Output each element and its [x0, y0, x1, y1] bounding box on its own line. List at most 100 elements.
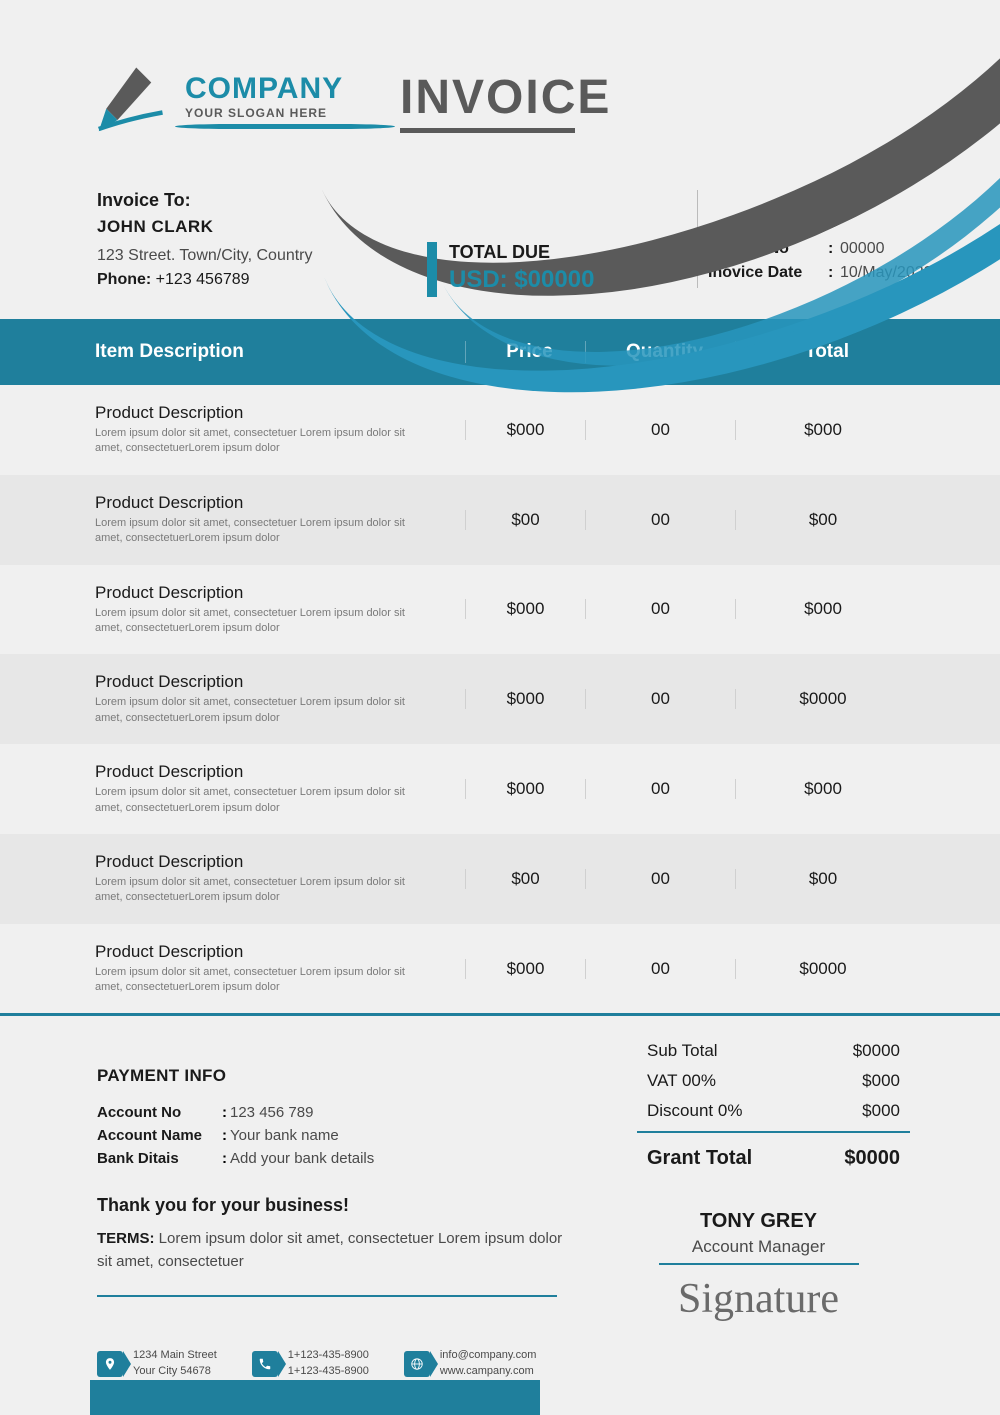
- item-total: $0000: [735, 689, 910, 709]
- table-row: Product Description Lorem ipsum dolor sit…: [0, 385, 1000, 475]
- email-line: info@company.com: [440, 1348, 537, 1363]
- table-row: Product Description Lorem ipsum dolor sit…: [0, 654, 1000, 744]
- item-price: $000: [465, 420, 585, 440]
- company-name: COMPANY: [185, 72, 395, 106]
- location-icon: [97, 1351, 123, 1377]
- header-price: Price: [465, 341, 585, 363]
- phone-line1: 1+123-435-8900: [288, 1348, 369, 1363]
- item-total: $00: [735, 869, 910, 889]
- item-title: Product Description: [95, 403, 465, 423]
- left-divider: [97, 1295, 557, 1297]
- item-qty: 00: [585, 689, 735, 709]
- phone-line2: 1+123-435-8900: [288, 1364, 369, 1379]
- signatory-role: Account Manager: [607, 1237, 910, 1257]
- subtotal-label: Sub Total: [647, 1041, 718, 1061]
- item-sub: Lorem ipsum dolor sit amet, consectetuer…: [95, 875, 425, 906]
- account-name: Your bank name: [230, 1127, 339, 1144]
- invoice-meta: Invoice No: 00000 Inovice Date: 10/May/2…: [697, 190, 933, 288]
- customer-address: 123 Street. Town/City, Country: [97, 247, 397, 265]
- invoice-to-label: Invoice To:: [97, 190, 397, 211]
- invoice-no-label: Invoice No: [708, 240, 828, 258]
- item-total: $000: [735, 779, 910, 799]
- item-total: $000: [735, 420, 910, 440]
- item-title: Product Description: [95, 942, 465, 962]
- contact-footer: 1234 Main StreetYour City 54678 1+123-43…: [0, 1333, 1000, 1379]
- item-total: $00: [735, 510, 910, 530]
- invoice-date-label: Inovice Date: [708, 264, 828, 282]
- title-underline: [400, 128, 575, 133]
- grand-total-value: $0000: [844, 1147, 900, 1170]
- item-qty: 00: [585, 599, 735, 619]
- item-qty: 00: [585, 869, 735, 889]
- customer-name: JOHN CLARK: [97, 217, 397, 237]
- item-price: $00: [465, 510, 585, 530]
- item-sub: Lorem ipsum dolor sit amet, consectetuer…: [95, 516, 425, 547]
- table-row: Product Description Lorem ipsum dolor sit…: [0, 744, 1000, 834]
- item-sub: Lorem ipsum dolor sit amet, consectetuer…: [95, 426, 425, 457]
- item-qty: 00: [585, 959, 735, 979]
- globe-icon: [404, 1351, 430, 1377]
- item-sub: Lorem ipsum dolor sit amet, consectetuer…: [95, 695, 425, 726]
- bank-label: Bank Ditais: [97, 1150, 222, 1167]
- item-price: $00: [465, 869, 585, 889]
- item-qty: 00: [585, 779, 735, 799]
- total-due-label: TOTAL DUE: [449, 242, 657, 263]
- slogan: YOUR SLOGAN HERE: [185, 106, 395, 120]
- invoice-title: INVOICE: [400, 70, 611, 125]
- item-total: $000: [735, 599, 910, 619]
- signatory-name: TONY GREY: [607, 1210, 910, 1233]
- account-no: 123 456 789: [230, 1104, 313, 1121]
- header-description: Item Description: [95, 341, 465, 363]
- header-total: Total: [735, 341, 910, 363]
- address-line2: Your City 54678: [133, 1364, 217, 1379]
- summary-divider: [637, 1131, 910, 1133]
- account-no-label: Account No: [97, 1104, 222, 1121]
- item-sub: Lorem ipsum dolor sit amet, consectetuer…: [95, 785, 425, 816]
- website-line: www.campany.com: [440, 1364, 537, 1379]
- payment-info-title: PAYMENT INFO: [97, 1066, 567, 1086]
- item-title: Product Description: [95, 762, 465, 782]
- total-due-amount: USD: $00000: [449, 266, 657, 294]
- item-qty: 00: [585, 510, 735, 530]
- discount-value: $000: [862, 1101, 900, 1121]
- pen-nib-icon: [95, 60, 170, 140]
- discount-label: Discount 0%: [647, 1101, 742, 1121]
- table-row: Product Description Lorem ipsum dolor sit…: [0, 834, 1000, 924]
- invoice-date: 10/May/2022: [840, 264, 933, 282]
- grand-total-label: Grant Total: [647, 1147, 752, 1170]
- terms-text: TERMS: Lorem ipsum dolor sit amet, conse…: [97, 1228, 567, 1273]
- vat-value: $000: [862, 1071, 900, 1091]
- item-title: Product Description: [95, 493, 465, 513]
- logo-underline: [175, 124, 395, 129]
- item-title: Product Description: [95, 672, 465, 692]
- signature-script: Signature: [607, 1275, 910, 1323]
- table-row: Product Description Lorem ipsum dolor sit…: [0, 475, 1000, 565]
- bill-to-block: Invoice To: JOHN CLARK 123 Street. Town/…: [97, 190, 397, 289]
- address-line1: 1234 Main Street: [133, 1348, 217, 1363]
- item-price: $000: [465, 959, 585, 979]
- account-name-label: Account Name: [97, 1127, 222, 1144]
- customer-phone: Phone: +123 456789: [97, 271, 397, 289]
- total-due-block: TOTAL DUE USD: $00000: [437, 190, 657, 294]
- invoice-no: 00000: [840, 240, 885, 258]
- vat-label: VAT 00%: [647, 1071, 716, 1091]
- thank-you: Thank you for your business!: [97, 1195, 567, 1216]
- item-price: $000: [465, 689, 585, 709]
- item-sub: Lorem ipsum dolor sit amet, consectetuer…: [95, 606, 425, 637]
- footer-bar: [90, 1380, 540, 1415]
- item-total: $0000: [735, 959, 910, 979]
- table-row: Product Description Lorem ipsum dolor sit…: [0, 565, 1000, 655]
- item-sub: Lorem ipsum dolor sit amet, consectetuer…: [95, 965, 425, 996]
- item-price: $000: [465, 599, 585, 619]
- item-title: Product Description: [95, 852, 465, 872]
- signature-line: [659, 1263, 859, 1265]
- subtotal-value: $0000: [853, 1041, 900, 1061]
- item-price: $000: [465, 779, 585, 799]
- item-title: Product Description: [95, 583, 465, 603]
- bank-details: Add your bank details: [230, 1150, 374, 1167]
- signature-block: TONY GREY Account Manager Signature: [607, 1210, 910, 1323]
- header-quantity: Quantity: [585, 341, 735, 363]
- items-table: Item Description Price Quantity Total Pr…: [0, 319, 1000, 1016]
- table-row: Product Description Lorem ipsum dolor sit…: [0, 924, 1000, 1014]
- item-qty: 00: [585, 420, 735, 440]
